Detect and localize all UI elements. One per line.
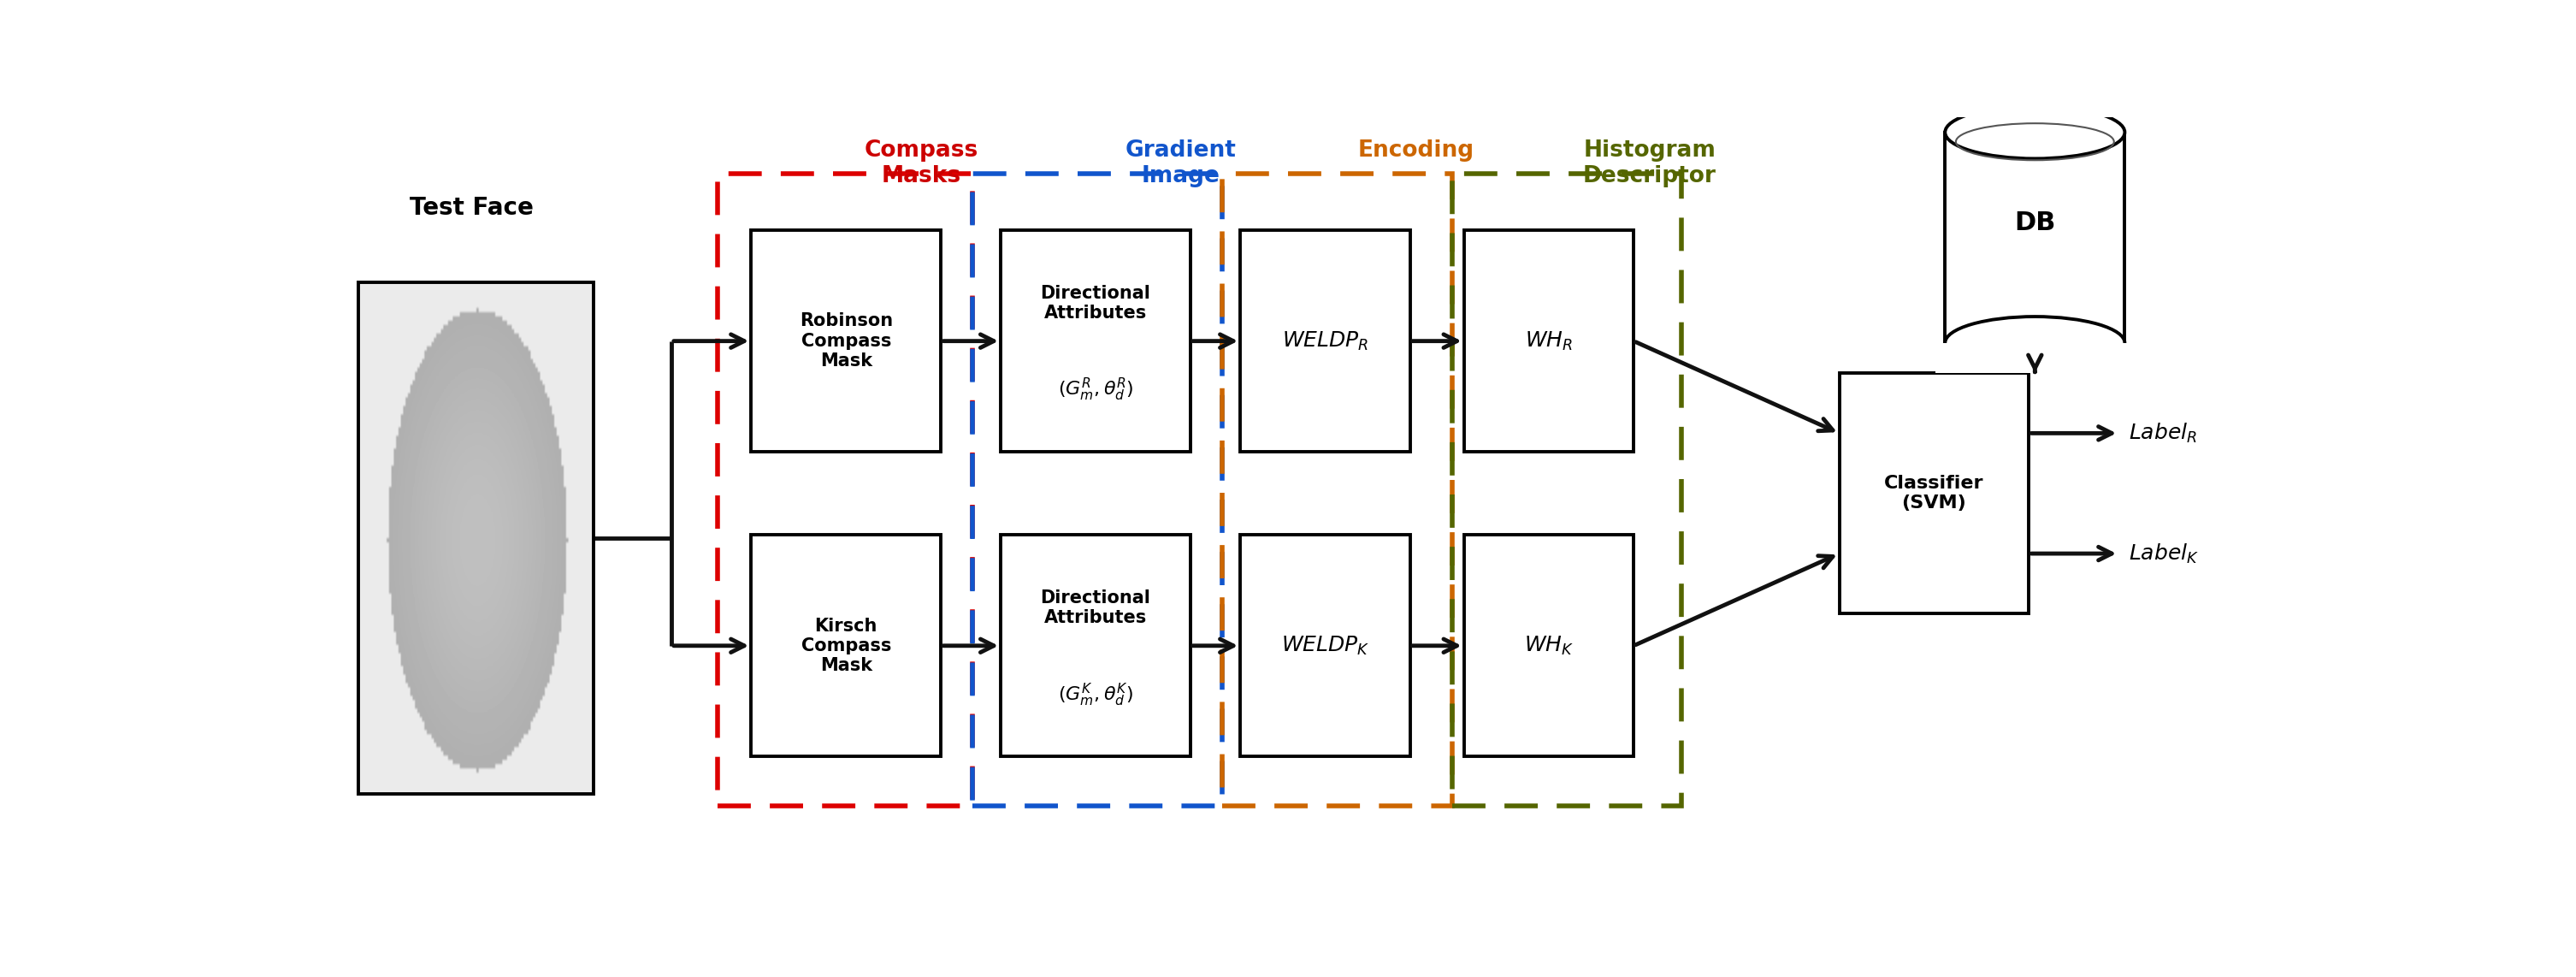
FancyBboxPatch shape bbox=[1002, 230, 1190, 452]
FancyBboxPatch shape bbox=[752, 534, 940, 756]
Text: $WELDP_K$: $WELDP_K$ bbox=[1280, 634, 1370, 657]
Text: Test Face: Test Face bbox=[410, 195, 533, 220]
Text: $(G_m^R, \theta_d^R)$: $(G_m^R, \theta_d^R)$ bbox=[1059, 376, 1133, 404]
Text: Directional
Attributes: Directional Attributes bbox=[1041, 590, 1151, 626]
Text: Compass
Masks: Compass Masks bbox=[863, 140, 979, 188]
FancyBboxPatch shape bbox=[1002, 534, 1190, 756]
FancyBboxPatch shape bbox=[1242, 534, 1409, 756]
Text: $WELDP_R$: $WELDP_R$ bbox=[1283, 330, 1368, 353]
FancyBboxPatch shape bbox=[1935, 343, 2136, 373]
Text: $Label_K$: $Label_K$ bbox=[2128, 542, 2200, 566]
Ellipse shape bbox=[1945, 106, 2125, 158]
FancyBboxPatch shape bbox=[1945, 132, 2125, 343]
Text: Directional
Attributes: Directional Attributes bbox=[1041, 285, 1151, 321]
Ellipse shape bbox=[1945, 317, 2125, 369]
FancyBboxPatch shape bbox=[1839, 373, 2030, 614]
FancyBboxPatch shape bbox=[1242, 230, 1409, 452]
FancyBboxPatch shape bbox=[1463, 230, 1633, 452]
FancyBboxPatch shape bbox=[1463, 534, 1633, 756]
Text: Gradient
Image: Gradient Image bbox=[1126, 140, 1236, 188]
Text: Robinson
Compass
Mask: Robinson Compass Mask bbox=[799, 313, 894, 369]
Text: $WH_R$: $WH_R$ bbox=[1525, 330, 1574, 353]
Text: $WH_K$: $WH_K$ bbox=[1525, 634, 1574, 657]
Text: Classifier
(SVM): Classifier (SVM) bbox=[1883, 475, 1984, 512]
Text: Encoding: Encoding bbox=[1358, 140, 1473, 162]
Text: $Label_R$: $Label_R$ bbox=[2128, 421, 2197, 445]
Text: DB: DB bbox=[2014, 210, 2056, 234]
Text: $(G_m^K, \theta_d^K)$: $(G_m^K, \theta_d^K)$ bbox=[1059, 681, 1133, 708]
Text: Histogram
Descriptor: Histogram Descriptor bbox=[1582, 140, 1716, 188]
FancyBboxPatch shape bbox=[752, 230, 940, 452]
Text: Kirsch
Compass
Mask: Kirsch Compass Mask bbox=[801, 617, 891, 674]
